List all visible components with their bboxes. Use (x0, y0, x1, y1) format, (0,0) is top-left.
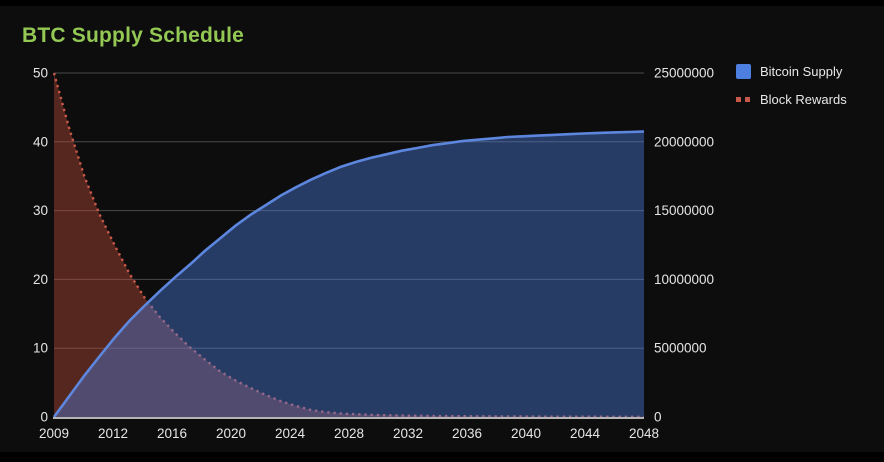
left-axis-tick-label: 30 (33, 203, 48, 218)
x-axis-tick-label: 2040 (511, 426, 541, 441)
right-axis-tick-label: 5000000 (654, 341, 707, 356)
supply-area (54, 131, 644, 417)
left-axis-tick-label: 40 (33, 134, 48, 149)
legend-item-bitcoin-supply: Bitcoin Supply (736, 64, 847, 79)
x-axis-tick-label: 2012 (98, 426, 128, 441)
right-axis-tick-label: 20000000 (654, 134, 714, 149)
rewards-area (54, 73, 644, 417)
legend-item-block-rewards: Block Rewards (736, 92, 847, 107)
x-axis-tick-label: 2044 (570, 426, 601, 441)
legend-label-supply: Bitcoin Supply (760, 64, 843, 79)
legend-label-rewards: Block Rewards (760, 92, 847, 107)
x-axis-tick-label: 2048 (629, 426, 659, 441)
x-axis-tick-label: 2024 (275, 426, 306, 441)
page-title: BTC Supply Schedule (22, 24, 244, 47)
chart-panel (0, 6, 884, 452)
left-axis-tick-label: 10 (33, 341, 48, 356)
x-axis-tick-label: 2032 (393, 426, 423, 441)
supply-swatch-icon (736, 64, 751, 79)
right-axis-tick-label: 25000000 (654, 66, 714, 81)
legend: Bitcoin Supply Block Rewards (736, 64, 847, 107)
left-axis-tick-label: 0 (40, 410, 48, 425)
right-axis-tick-label: 15000000 (654, 203, 714, 218)
right-axis-tick-label: 10000000 (654, 272, 714, 287)
x-axis-tick-label: 2020 (216, 426, 246, 441)
right-axis-tick-label: 0 (654, 410, 662, 425)
left-axis-tick-label: 20 (33, 272, 48, 287)
x-axis-tick-label: 2028 (334, 426, 364, 441)
x-axis-tick-label: 2036 (452, 426, 482, 441)
rewards-line (52, 72, 644, 418)
x-axis-tick-label: 2009 (39, 426, 69, 441)
x-axis-tick-label: 2016 (157, 426, 187, 441)
left-axis-tick-label: 50 (33, 66, 48, 81)
supply-line (52, 130, 645, 418)
rewards-swatch-icon (736, 97, 751, 102)
